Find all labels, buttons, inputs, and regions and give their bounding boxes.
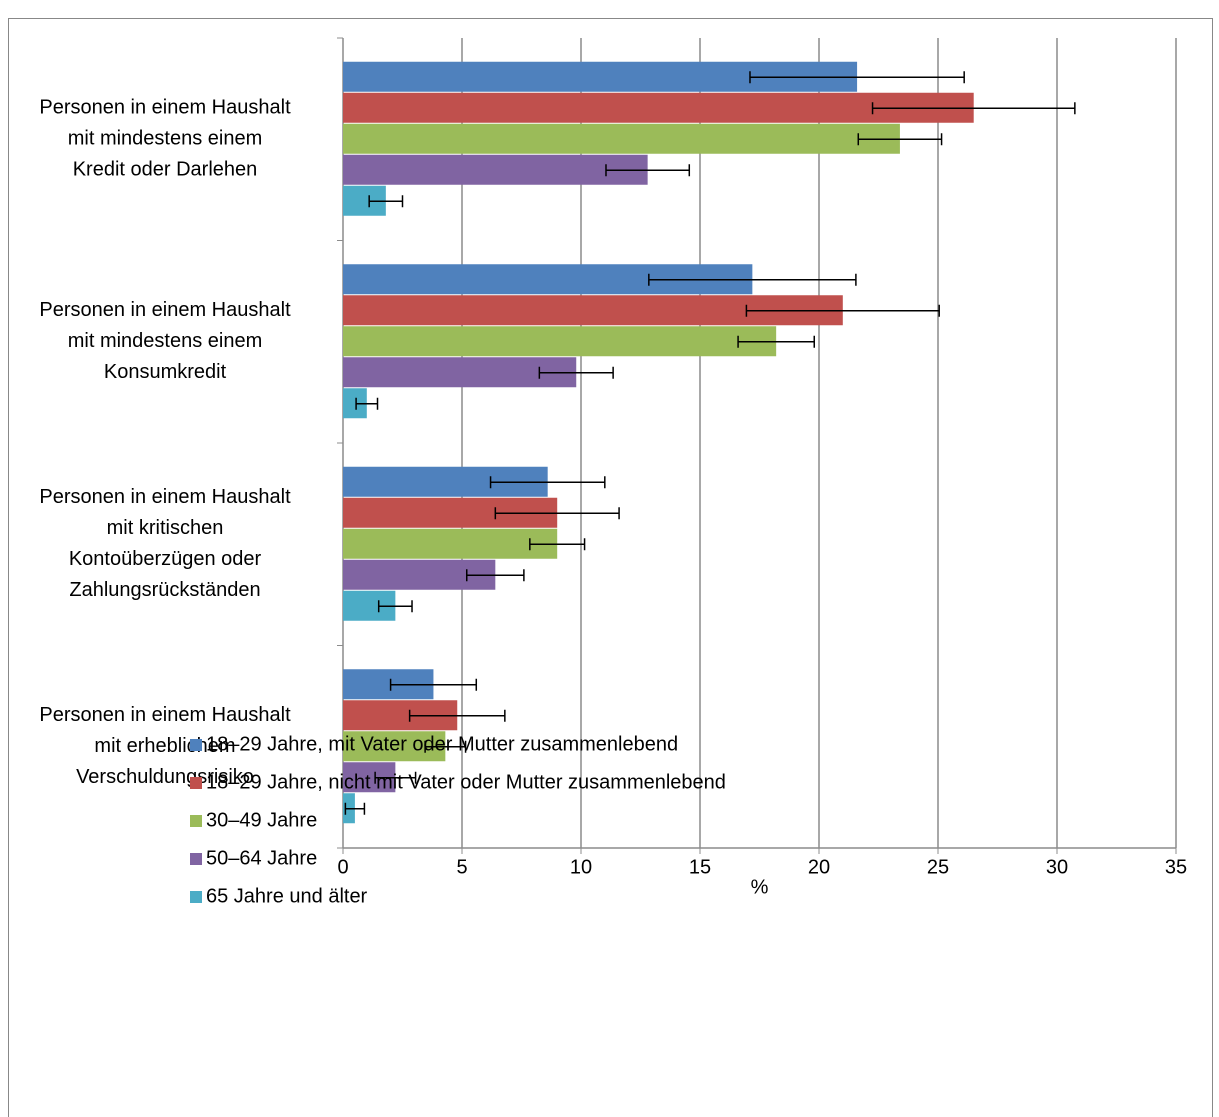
category-label: mit mindestens einem xyxy=(68,128,263,150)
error-bar xyxy=(368,195,404,208)
bar xyxy=(343,528,558,559)
chart-frame xyxy=(8,18,1213,1117)
category-label: Kredit oder Darlehen xyxy=(73,159,258,181)
category-label: Kontoüberzügen oder xyxy=(69,548,262,570)
category-label: Personen in einem Haushalt xyxy=(39,704,291,726)
error-bar xyxy=(424,740,467,753)
x-tick-label: 10 xyxy=(570,856,592,878)
error-bar xyxy=(605,164,691,177)
error-bar xyxy=(749,71,965,84)
x-tick-label: 25 xyxy=(927,856,949,878)
legend-swatch xyxy=(190,853,202,865)
error-bar xyxy=(355,397,379,410)
legend-label: 50–64 Jahre xyxy=(206,847,317,869)
error-bar xyxy=(389,678,478,691)
bar xyxy=(343,357,577,388)
error-bar xyxy=(538,366,614,379)
category-label: Personen in einem Haushalt xyxy=(39,299,291,321)
error-bar xyxy=(494,507,620,520)
category-label: Zahlungsrückständen xyxy=(69,579,260,601)
category-label: Konsumkredit xyxy=(104,361,227,383)
bar xyxy=(343,326,777,357)
legend-label: 65 Jahre und älter xyxy=(206,885,368,907)
bar xyxy=(343,154,648,185)
error-bar xyxy=(374,771,417,784)
category-label: Verschuldungsrisiko xyxy=(76,766,254,788)
legend-label: 18–29 Jahre, mit Vater oder Mutter zusam… xyxy=(206,733,678,755)
x-tick-label: 20 xyxy=(808,856,830,878)
x-tick-label: 0 xyxy=(337,856,348,878)
category-label: mit kritischen xyxy=(107,517,224,539)
error-bar xyxy=(737,335,815,348)
legend-swatch xyxy=(190,777,202,789)
bar xyxy=(343,92,974,123)
legend-label: 18–29 Jahre, nicht mit Vater oder Mutter… xyxy=(206,771,726,793)
error-bar xyxy=(857,133,943,146)
legend-label: 30–49 Jahre xyxy=(206,809,317,831)
x-axis-label: % xyxy=(751,876,769,898)
bar xyxy=(343,388,367,419)
error-bar xyxy=(648,273,857,286)
legend-swatch xyxy=(190,815,202,827)
error-bar xyxy=(529,538,586,551)
error-bar xyxy=(871,102,1076,115)
legend-swatch xyxy=(190,891,202,903)
error-bar xyxy=(745,304,940,317)
error-bar xyxy=(489,476,606,489)
error-bar xyxy=(377,600,413,613)
category-label: Personen in einem Haushalt xyxy=(39,97,291,119)
category-label: Personen in einem Haushalt xyxy=(39,486,291,508)
bar xyxy=(343,123,900,154)
legend-swatch xyxy=(190,739,202,751)
x-tick-label: 30 xyxy=(1046,856,1068,878)
error-bar xyxy=(408,709,506,722)
x-tick-label: 5 xyxy=(456,856,467,878)
x-tick-label: 15 xyxy=(689,856,711,878)
category-label: mit mindestens einem xyxy=(68,330,263,352)
x-tick-label: 35 xyxy=(1165,856,1187,878)
error-bar xyxy=(466,569,525,582)
error-bar xyxy=(344,802,366,815)
